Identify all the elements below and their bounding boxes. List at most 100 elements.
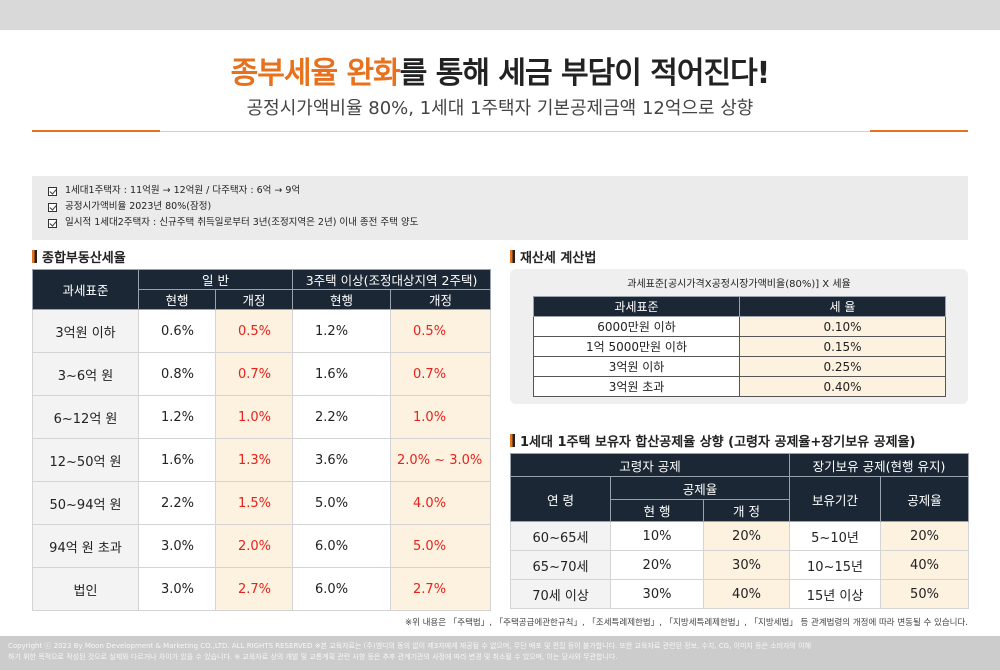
notes-box: 1세대1주택자 : 11억원 → 12억원 / 다주택자 : 6억 → 9억 공…	[32, 176, 968, 240]
note-text: 공정시가액비율 2023년 80%(잠정)	[65, 201, 212, 212]
table-row: 65~70세 20% 30% 10~15년 40%	[510, 550, 970, 580]
current-rate: 20%	[610, 550, 704, 580]
title-rest: 를 통해 세금 부담이 적어진다!	[399, 56, 771, 91]
header-age: 연 령	[510, 476, 611, 522]
rate-value: 0.10%	[739, 316, 946, 337]
header-period: 보유기간	[789, 476, 881, 522]
section-bar-icon	[510, 434, 515, 447]
table-row: 50~94억 원 2.2% 1.5% 5.0% 4.0%	[32, 481, 492, 525]
section-title-text: 종합부동산세율	[42, 251, 126, 266]
long-term-rate: 20%	[879, 521, 970, 551]
multi-revised: 2.0% ~ 3.0%	[390, 438, 492, 482]
top-bar	[0, 0, 1000, 30]
holding-period: 15년 이상	[789, 579, 881, 609]
base-value: 3억원 이하	[533, 356, 740, 377]
property-tax-formula: 과세표준[공시가격X공정시장가액비율(80%)] X 세율	[627, 279, 851, 290]
rate-value: 0.40%	[739, 376, 946, 397]
header-revised: 개 정	[703, 499, 790, 522]
footer-line: 하기 위한 목적으로 작성된 것으로 실제와 다르거나 차이가 있을 수 있습니…	[8, 653, 618, 661]
section-title-text: 재산세 계산법	[520, 251, 597, 266]
table-row: 3억원 이하 0.25%	[533, 356, 946, 377]
general-revised: 0.7%	[214, 352, 294, 396]
section-bar-icon	[32, 250, 37, 263]
header-revised: 개정	[214, 289, 294, 310]
rate-value: 0.25%	[739, 356, 946, 377]
multi-current: 5.0%	[292, 481, 392, 525]
age-value: 70세 이상	[510, 579, 611, 609]
property-tax-table: 과세표준 세 율 6000만원 이하 0.10% 1억 5000만원 이하 0.…	[533, 296, 946, 397]
holding-period: 5~10년	[789, 521, 881, 551]
table-row: 6~12억 원 1.2% 1.0% 2.2% 1.0%	[32, 395, 492, 439]
header-long-term: 장기보유 공제(현행 유지)	[788, 453, 970, 477]
general-revised: 0.5%	[214, 309, 294, 353]
checkbox-icon	[48, 218, 57, 228]
header-rate: 세 율	[739, 296, 946, 317]
general-revised: 2.7%	[214, 567, 294, 611]
long-term-rate: 50%	[879, 579, 970, 609]
section-title-deduction: 1세대 1주택 보유자 합산공제율 상향 (고령자 공제율+장기보유 공제율)	[510, 431, 915, 450]
section-title-comprehensive: 종합부동산세율	[32, 247, 126, 266]
table-row: 3억원 이하 0.6% 0.5% 1.2% 0.5%	[32, 309, 492, 353]
table-row: 1억 5000만원 이하 0.15%	[533, 336, 946, 357]
header-base: 과세표준	[32, 269, 139, 310]
divider-accent-right	[870, 130, 968, 132]
header-elderly: 고령자 공제	[510, 453, 790, 477]
row-label: 12~50억 원	[32, 438, 139, 482]
multi-revised: 4.0%	[390, 481, 492, 525]
table-row: 6000만원 이하 0.10%	[533, 316, 946, 337]
general-current: 3.0%	[138, 567, 216, 611]
revised-rate: 40%	[703, 579, 790, 609]
checkbox-icon	[48, 202, 57, 212]
section-title-text: 1세대 1주택 보유자 합산공제율 상향 (고령자 공제율+장기보유 공제율)	[520, 435, 916, 450]
table-row: 60~65세 10% 20% 5~10년 20%	[510, 521, 970, 551]
row-label: 6~12억 원	[32, 395, 139, 439]
multi-revised: 2.7%	[390, 567, 492, 611]
header-revised: 개정	[390, 289, 492, 310]
general-current: 0.6%	[138, 309, 216, 353]
multi-current: 6.0%	[292, 524, 392, 568]
multi-revised: 0.7%	[390, 352, 492, 396]
general-current: 1.6%	[138, 438, 216, 482]
section-title-property: 재산세 계산법	[510, 247, 596, 266]
revised-rate: 30%	[703, 550, 790, 580]
multi-revised: 1.0%	[390, 395, 492, 439]
base-value: 1억 5000만원 이하	[533, 336, 740, 357]
table-row: 94억 원 초과 3.0% 2.0% 6.0% 5.0%	[32, 524, 492, 568]
general-revised: 1.0%	[214, 395, 294, 439]
table-row: 12~50억 원 1.6% 1.3% 3.6% 2.0% ~ 3.0%	[32, 438, 492, 482]
multi-current: 3.6%	[292, 438, 392, 482]
table-row: 70세 이상 30% 40% 15년 이상 50%	[510, 579, 970, 609]
divider-accent-left	[32, 130, 160, 132]
page-title: 종부세율 완화를 통해 세금 부담이 적어진다!	[0, 48, 1000, 92]
footer-disclaimer: Copyright ⓒ 2023 By Moon Development & M…	[0, 636, 1000, 670]
multi-current: 6.0%	[292, 567, 392, 611]
comprehensive-tax-table: 과세표준 일 반 3주택 이상(조정대상지역 2주택) 현행 개정 현행 개정 …	[32, 269, 492, 611]
section-bar-icon	[510, 250, 515, 263]
header-current: 현행	[138, 289, 216, 310]
multi-current: 2.2%	[292, 395, 392, 439]
header-current: 현 행	[610, 499, 704, 522]
long-term-rate: 40%	[879, 550, 970, 580]
row-label: 94억 원 초과	[32, 524, 139, 568]
multi-current: 1.6%	[292, 352, 392, 396]
base-value: 6000만원 이하	[533, 316, 740, 337]
table-row: 법인 3.0% 2.7% 6.0% 2.7%	[32, 567, 492, 611]
footer-line: Copyright ⓒ 2023 By Moon Development & M…	[8, 642, 812, 650]
general-current: 1.2%	[138, 395, 216, 439]
table-row: 3억원 초과 0.40%	[533, 376, 946, 397]
header-base: 과세표준	[533, 296, 740, 317]
general-revised: 1.3%	[214, 438, 294, 482]
age-value: 60~65세	[510, 521, 611, 551]
note-text: 1세대1주택자 : 11억원 → 12억원 / 다주택자 : 6억 → 9억	[65, 185, 301, 196]
divider-line	[32, 131, 968, 132]
general-current: 0.8%	[138, 352, 216, 396]
current-rate: 10%	[610, 521, 704, 551]
rate-value: 0.15%	[739, 336, 946, 357]
general-revised: 1.5%	[214, 481, 294, 525]
general-current: 2.2%	[138, 481, 216, 525]
deduction-table: 고령자 공제 장기보유 공제(현행 유지) 연 령 공제율 보유기간 공제율 현…	[510, 453, 970, 609]
source-note: ※위 내용은 「주택법」, 「주택공급에관한규칙」, 「조세특례제한법」, 「지…	[404, 618, 968, 628]
title-highlight: 종부세율 완화	[230, 56, 401, 91]
note-text: 일시적 1세대2주택자 : 신규주택 취득일로부터 3년(조정지역은 2년) 이…	[65, 217, 419, 228]
checkbox-icon	[48, 186, 57, 196]
